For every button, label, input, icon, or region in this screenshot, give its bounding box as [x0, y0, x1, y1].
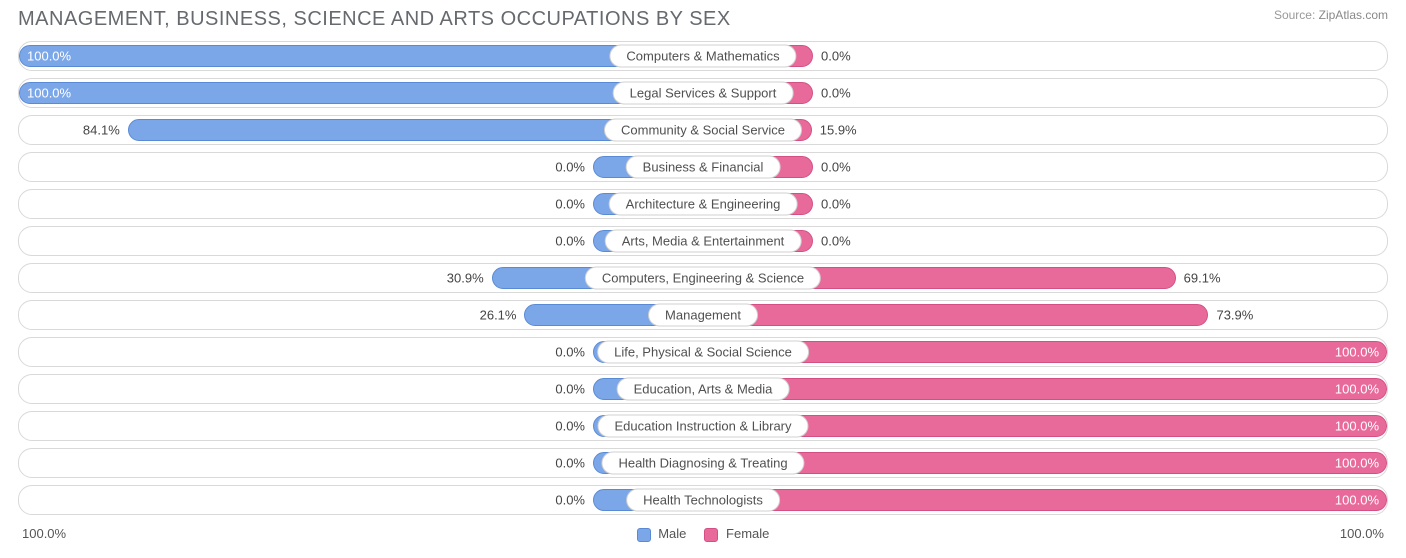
- legend-female: Female: [704, 526, 769, 542]
- chart-row: 0.0% 0.0% Business & Financial: [18, 152, 1388, 182]
- female-value-label: 69.1%: [1184, 271, 1221, 286]
- male-bar: [19, 82, 703, 104]
- chart-row: 100.0% 0.0% Legal Services & Support: [18, 78, 1388, 108]
- chart-row: 0.0% 0.0% Architecture & Engineering: [18, 189, 1388, 219]
- chart-area: 100.0%0.0%Computers & Mathematics100.0%0…: [18, 41, 1388, 515]
- category-label: Life, Physical & Social Science: [597, 341, 809, 364]
- chart-row: 0.0% 100.0% Education Instruction & Librar…: [18, 411, 1388, 441]
- chart-title: MANAGEMENT, BUSINESS, SCIENCE AND ARTS O…: [18, 8, 731, 31]
- female-value-label: 100.0%: [1335, 419, 1379, 434]
- chart-row: 100.0% 0.0% Computers & Mathematics: [18, 41, 1388, 71]
- chart-row: 0.0% 0.0% Arts, Media & Entertainment: [18, 226, 1388, 256]
- female-swatch-icon: [704, 528, 718, 542]
- male-value-label: 0.0%: [555, 493, 585, 508]
- male-value-label: 0.0%: [555, 160, 585, 175]
- male-value-label: 0.0%: [555, 234, 585, 249]
- axis-right-label: 100.0%: [1340, 526, 1384, 541]
- axis-row: 100.0% Male Female 100.0%: [18, 522, 1388, 542]
- female-value-label: 0.0%: [821, 86, 851, 101]
- female-value-label: 100.0%: [1335, 493, 1379, 508]
- source-label: Source:: [1274, 8, 1315, 22]
- chart-row: 84.1% 15.9% Community & Social Service: [18, 115, 1388, 145]
- female-value-label: 73.9%: [1216, 308, 1253, 323]
- category-label: Computers & Mathematics: [609, 45, 796, 68]
- male-value-label: 100.0%: [27, 86, 71, 101]
- chart-row: 0.0% 100.0% Health Technologists: [18, 485, 1388, 515]
- source-value: ZipAtlas.com: [1319, 8, 1388, 22]
- category-label: Legal Services & Support: [613, 82, 794, 105]
- female-value-label: 15.9%: [820, 123, 857, 138]
- category-label: Education Instruction & Library: [597, 415, 808, 438]
- male-value-label: 84.1%: [83, 123, 120, 138]
- category-label: Architecture & Engineering: [609, 193, 798, 216]
- female-value-label: 100.0%: [1335, 345, 1379, 360]
- male-value-label: 0.0%: [555, 345, 585, 360]
- category-label: Health Technologists: [626, 489, 780, 512]
- male-value-label: 0.0%: [555, 382, 585, 397]
- chart-row: 0.0% 100.0% Education, Arts & Media: [18, 374, 1388, 404]
- female-value-label: 0.0%: [821, 160, 851, 175]
- category-label: Community & Social Service: [604, 119, 802, 142]
- legend: Male Female: [637, 526, 770, 542]
- source-attribution: Source: ZipAtlas.com: [1274, 8, 1388, 24]
- legend-male: Male: [637, 526, 687, 542]
- category-label: Health Diagnosing & Treating: [601, 452, 804, 475]
- male-value-label: 0.0%: [555, 456, 585, 471]
- legend-male-label: Male: [658, 526, 686, 541]
- male-value-label: 0.0%: [555, 419, 585, 434]
- category-label: Computers, Engineering & Science: [585, 267, 821, 290]
- male-value-label: 0.0%: [555, 197, 585, 212]
- header: MANAGEMENT, BUSINESS, SCIENCE AND ARTS O…: [18, 8, 1388, 31]
- chart-row: 0.0% 100.0% Life, Physical & Social Scienc…: [18, 337, 1388, 367]
- female-bar: [703, 452, 1387, 474]
- male-swatch-icon: [637, 528, 651, 542]
- male-value-label: 26.1%: [480, 308, 517, 323]
- category-label: Arts, Media & Entertainment: [605, 230, 802, 253]
- male-bar: [19, 45, 703, 67]
- category-label: Management: [648, 304, 758, 327]
- axis-left-label: 100.0%: [22, 526, 66, 541]
- category-label: Education, Arts & Media: [617, 378, 790, 401]
- female-bar: [703, 489, 1387, 511]
- female-value-label: 0.0%: [821, 234, 851, 249]
- chart-row: 0.0% 100.0% Health Diagnosing & Treating: [18, 448, 1388, 478]
- legend-female-label: Female: [726, 526, 769, 541]
- female-value-label: 0.0%: [821, 197, 851, 212]
- chart-row: 30.9% 69.1% Computers, Engineering & Scien…: [18, 263, 1388, 293]
- female-value-label: 100.0%: [1335, 456, 1379, 471]
- female-value-label: 100.0%: [1335, 382, 1379, 397]
- male-value-label: 100.0%: [27, 49, 71, 64]
- category-label: Business & Financial: [626, 156, 781, 179]
- male-value-label: 30.9%: [447, 271, 484, 286]
- chart-row: 26.1% 73.9% Management: [18, 300, 1388, 330]
- female-value-label: 0.0%: [821, 49, 851, 64]
- female-bar: [703, 378, 1387, 400]
- female-bar: [703, 304, 1208, 326]
